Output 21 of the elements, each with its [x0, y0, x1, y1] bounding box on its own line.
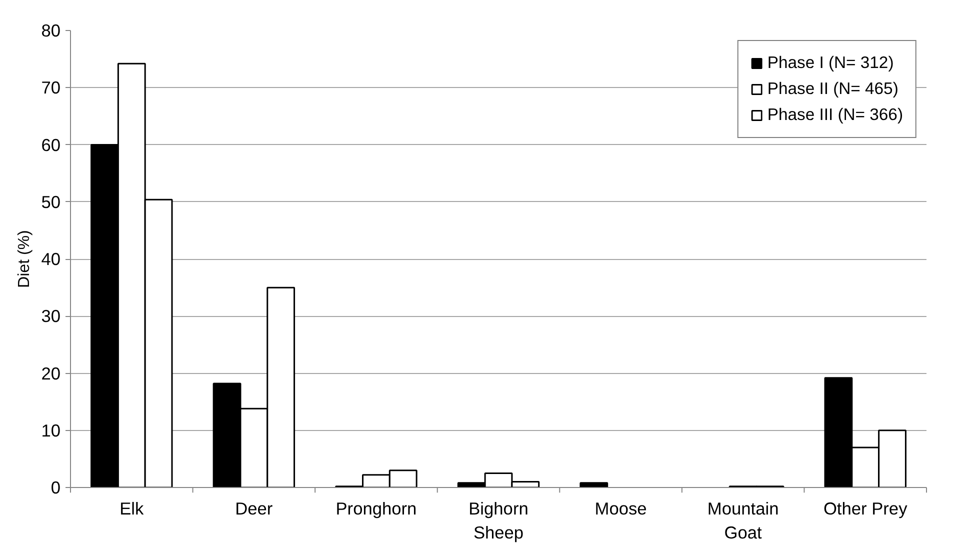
legend-label: Phase II (N= 465)	[767, 79, 898, 99]
bar	[580, 482, 608, 488]
x-tick-label: Elk	[120, 498, 144, 518]
y-tick-label: 40	[41, 249, 61, 269]
x-tick-label: Deer	[235, 498, 273, 518]
y-tick-label: 30	[41, 306, 61, 326]
y-tick-label: 20	[41, 363, 61, 384]
y-tick-label: 0	[50, 478, 61, 498]
legend-label: Phase III (N= 366)	[767, 105, 903, 125]
x-tick-label: Pronghorn	[336, 498, 417, 518]
y-tick-label: 80	[41, 20, 61, 40]
legend-label: Phase I (N= 312)	[767, 53, 894, 73]
y-tick-label: 50	[41, 192, 61, 212]
x-tick-label: Moose	[594, 498, 647, 518]
x-tick-label: Mountain Goat	[707, 498, 779, 542]
x-tick-label: Bighorn Sheep	[468, 498, 528, 542]
x-tick-label: Other Prey	[823, 498, 908, 518]
y-tick-label: 70	[41, 78, 61, 98]
y-tick-label: 10	[41, 420, 61, 440]
y-axis-title: Diet (%)	[16, 230, 34, 288]
y-tick-label: 60	[41, 134, 61, 155]
